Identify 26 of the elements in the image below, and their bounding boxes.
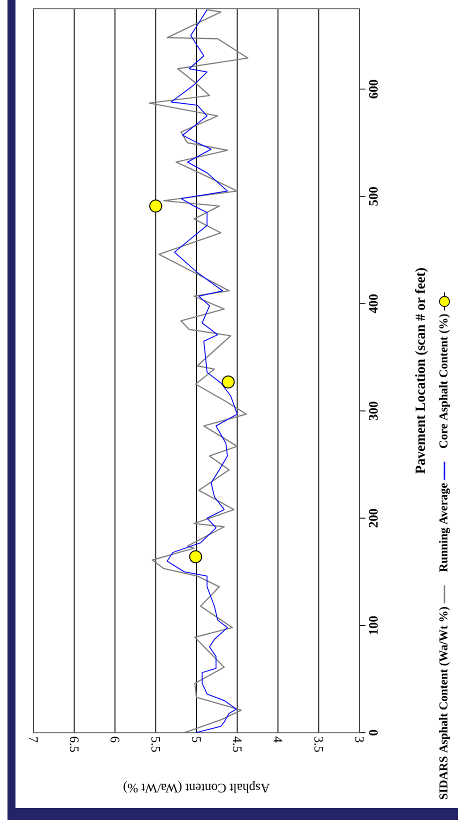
y-tick-label: 600 [368,80,378,98]
y-tick-label: 300 [368,402,378,420]
line-series [148,9,248,733]
x-tick-label: 5 [192,736,201,742]
x-tick-label: 5.5 [151,736,160,752]
x-tick-label: 6.5 [70,736,78,752]
y-tick-label: 400 [368,294,378,314]
x-tick-label: 7 [28,737,38,742]
y-tick-label: 200 [368,508,378,528]
y-tick-label: 100 [368,616,378,634]
point [188,550,202,564]
x-tick-label: 4 [273,736,282,742]
y-tick-label: 500 [368,187,378,206]
point [222,375,235,388]
x-axis-title: Asphalt Content (Wa/Wt %) [123,781,270,793]
legend-label: SIDARS Asphalt Content (Wa/Wt %) [438,607,450,800]
point [148,200,162,213]
line-series [166,9,238,733]
x-tick-label: 3 [354,736,364,742]
x-tick-label: 3.5 [314,736,323,752]
legend-label: Core Asphalt Content (%) [438,314,450,448]
legend-label: Running Average [438,483,450,572]
x-tick-label: 6 [110,736,120,742]
x-tick-label: 4.5 [232,736,242,752]
y-tick-label: 0 [368,730,378,736]
y-axis-title: Pavement Location (scan # or feet) [414,268,428,474]
